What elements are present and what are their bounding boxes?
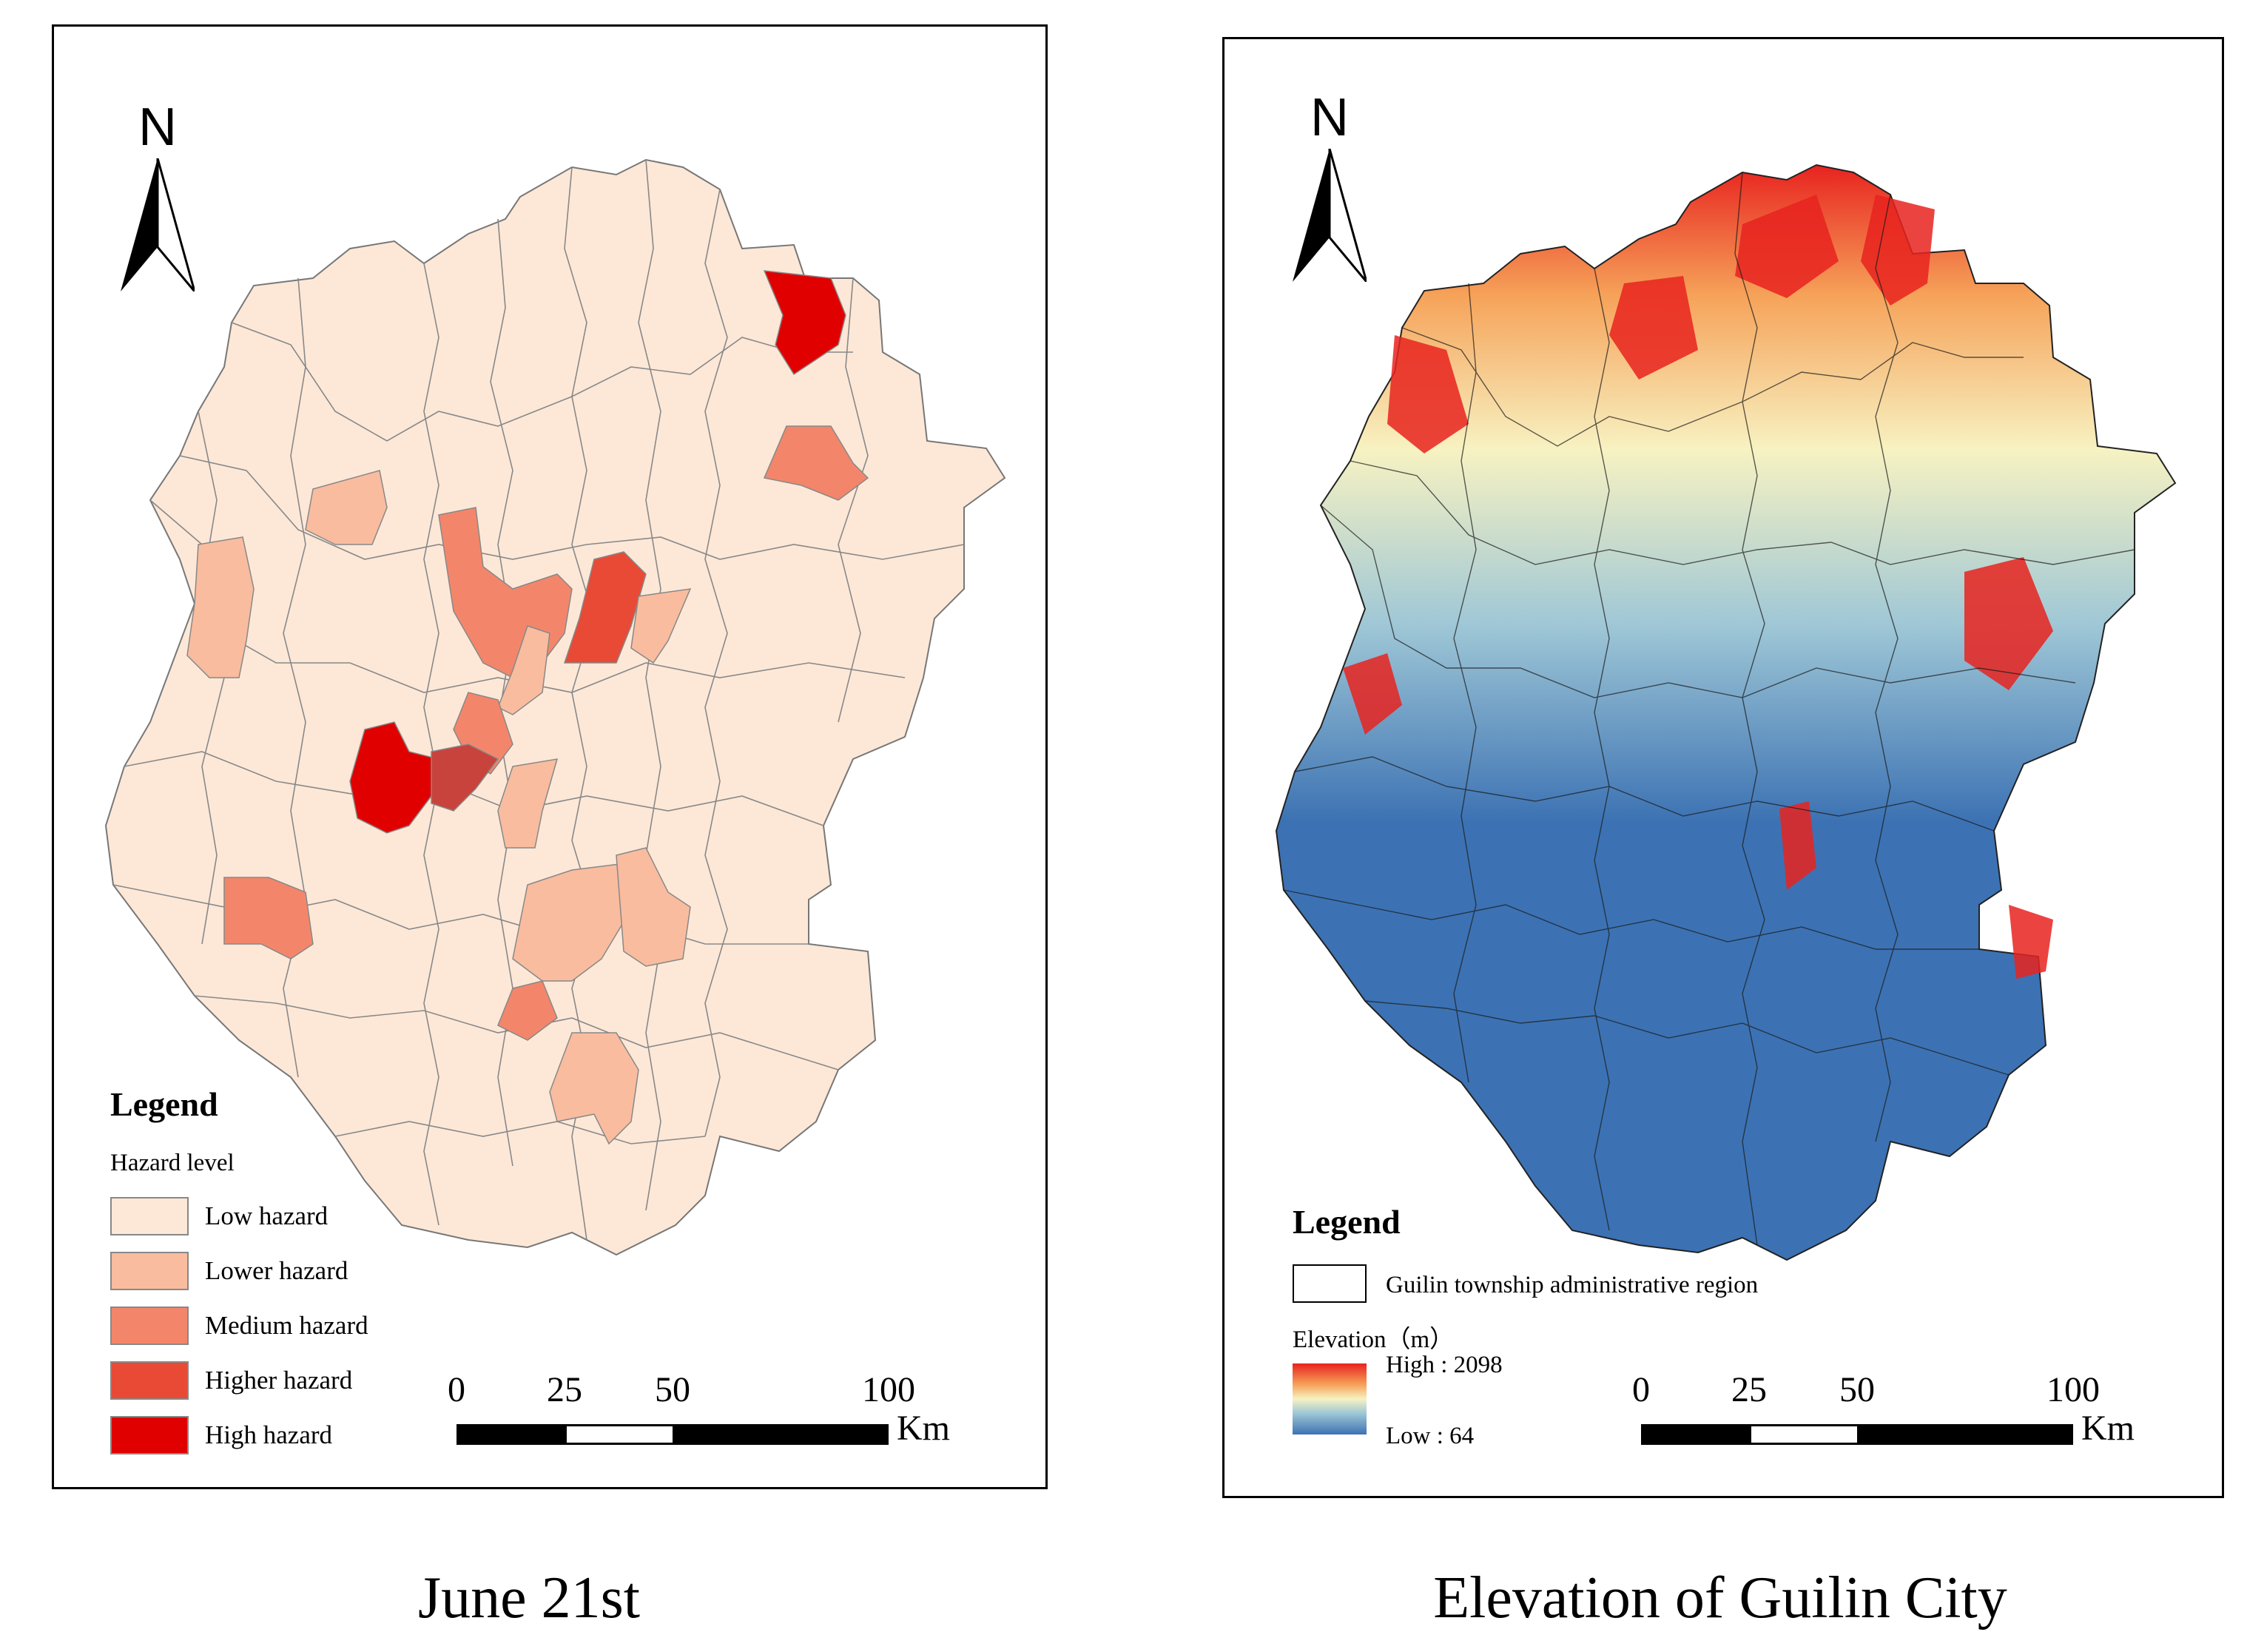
legend-swatch	[110, 1252, 189, 1290]
scale-tick: 100	[2046, 1370, 2100, 1409]
region-swatch	[1293, 1264, 1367, 1303]
legend-title: Legend	[110, 1085, 218, 1123]
scale-segment	[1749, 1424, 1860, 1445]
scale-segment	[565, 1424, 676, 1445]
hazard-map	[104, 158, 1006, 1256]
scale-tick: 50	[655, 1370, 690, 1409]
elevation-high-label: High : 2098	[1386, 1352, 1503, 1378]
north-arrow: N	[113, 101, 202, 293]
mountain-ridges	[1343, 195, 2053, 979]
hazard-map-panel: N Legend Hazard level Low hazard Lower h…	[52, 24, 1048, 1489]
medium-hazard-area-southwest	[223, 877, 314, 960]
legend-title: Legend	[1293, 1203, 1401, 1241]
lower-hazard-area-south	[512, 862, 632, 982]
elevation-gradient-swatch	[1293, 1363, 1367, 1434]
legend-label: Medium hazard	[205, 1311, 368, 1340]
scale-tick: 0	[1632, 1370, 1650, 1409]
legend-swatch	[110, 1361, 189, 1400]
legend-swatch	[110, 1416, 189, 1454]
legend-swatch	[110, 1307, 189, 1345]
north-arrow-icon	[121, 158, 195, 291]
north-arrow-icon	[1293, 149, 1367, 282]
scale-segment	[1641, 1424, 1752, 1445]
legend-label: High hazard	[205, 1420, 333, 1449]
north-label: N	[138, 98, 177, 157]
township-borders	[1283, 172, 2135, 1246]
higher-hazard-area-center	[563, 551, 647, 664]
lower-hazard-area-center-east	[630, 588, 692, 664]
scale-unit: Km	[897, 1409, 950, 1448]
legend-swatch	[110, 1197, 189, 1235]
lower-hazard-area-center	[497, 625, 550, 715]
scale-tick: 100	[862, 1370, 915, 1409]
region-label: Guilin township administrative region	[1386, 1272, 1759, 1298]
north-arrow: N	[1285, 91, 1374, 283]
scale-segment	[673, 1424, 889, 1445]
left-caption: June 21st	[418, 1565, 640, 1631]
scale-tick: 50	[1839, 1370, 1875, 1409]
scale-bar: 0 25 50 100 Km	[448, 1369, 950, 1458]
elevation-region	[1275, 163, 2177, 1261]
hazard-polygons	[186, 270, 869, 1145]
lower-hazard-area-far-south	[549, 1032, 639, 1145]
lower-hazard-area-north	[305, 470, 388, 545]
north-label: N	[1310, 88, 1349, 147]
scale-tick: 0	[448, 1370, 465, 1409]
scale-bar: 0 25 50 100 Km	[1632, 1369, 2135, 1458]
lower-hazard-area-south-center	[497, 758, 559, 849]
elevation-map	[1275, 163, 2177, 1261]
lower-hazard-area-west	[186, 536, 255, 678]
elevation-title: Elevation（m）	[1293, 1326, 1455, 1353]
legend-label: Lower hazard	[205, 1256, 348, 1285]
elevation-low-label: Low : 64	[1386, 1423, 1475, 1449]
high-hazard-area-urban	[349, 721, 439, 834]
scale-tick: 25	[1731, 1370, 1767, 1409]
legend-subtitle: Hazard level	[110, 1150, 235, 1176]
guilin-region-outline	[104, 158, 1006, 1256]
medium-hazard-area-south	[497, 980, 558, 1041]
scale-segment	[457, 1424, 567, 1445]
high-hazard-area-northeast	[763, 270, 846, 376]
right-caption: Elevation of Guilin City	[1433, 1565, 2007, 1631]
scale-segment	[1857, 1424, 2073, 1445]
legend-label: Low hazard	[205, 1201, 329, 1230]
medium-hazard-area-northeast	[763, 425, 869, 501]
legend-label: Higher hazard	[205, 1366, 353, 1395]
scale-unit: Km	[2081, 1409, 2135, 1448]
higher-hazard-area-urban	[431, 744, 499, 812]
elevation-map-panel: N Legend Guilin township administrative …	[1222, 37, 2224, 1498]
scale-tick: 25	[547, 1370, 582, 1409]
lower-hazard-area-southeast	[616, 847, 691, 967]
